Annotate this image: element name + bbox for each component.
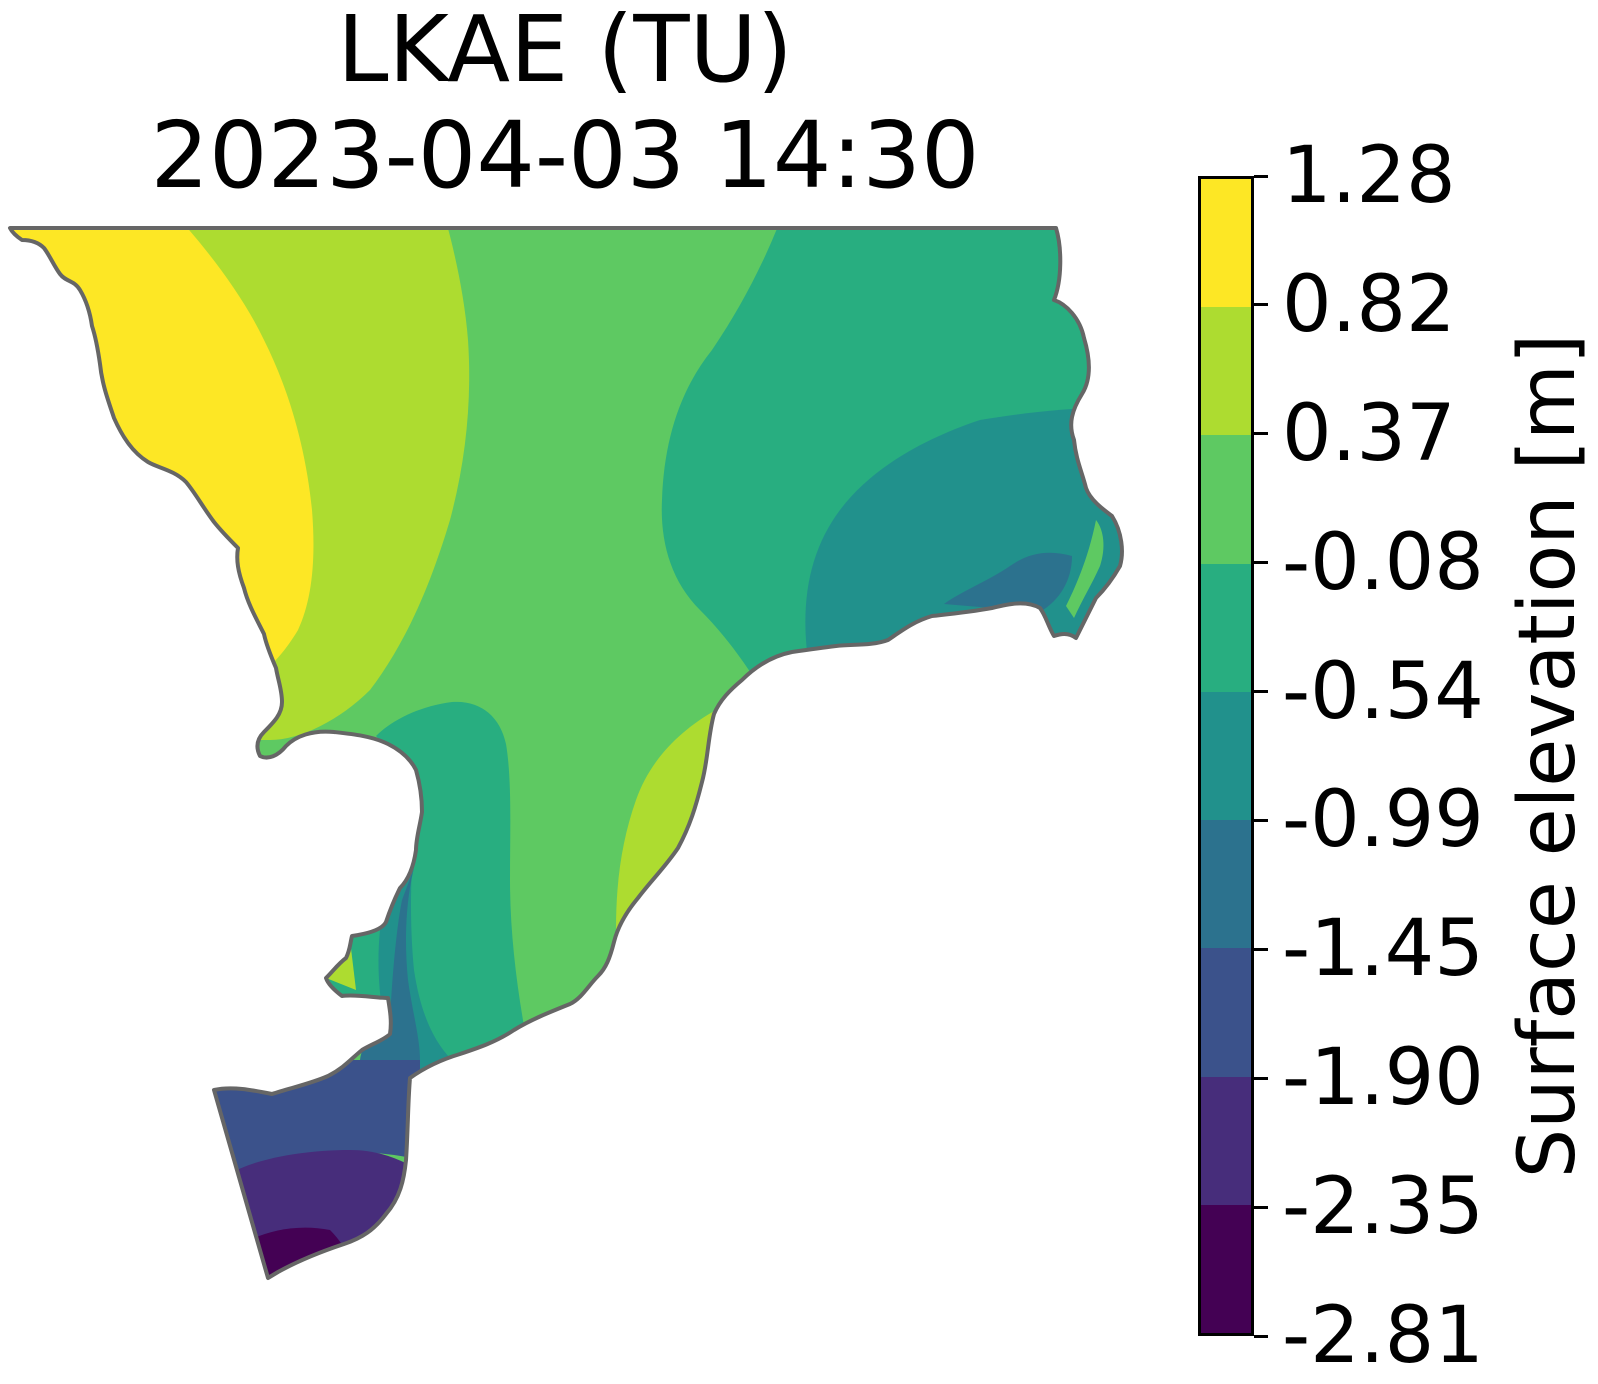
colorbar-tick-mark [1254, 303, 1268, 307]
colorbar-tick-mark [1254, 690, 1268, 694]
colorbar-segment [1201, 179, 1251, 308]
colorbar-tick-label: -0.08 [1282, 517, 1484, 608]
colorbar-tick-mark [1254, 818, 1268, 822]
colorbar-tick-label: 1.28 [1282, 131, 1456, 221]
contour-band-0.08-channel [320, 701, 524, 1090]
colorbar-tick-label: -1.90 [1282, 1033, 1484, 1124]
contour-band-0.99-east [944, 552, 1072, 612]
colorbar-segment [1201, 563, 1251, 692]
colorbar-title: Surface elevation [m] [1503, 333, 1593, 1179]
colorbar-tick-label: -1.45 [1282, 904, 1484, 995]
colorbar-tick-mark [1254, 947, 1268, 951]
colorbar-tick-label: 0.82 [1282, 259, 1456, 350]
colorbar-tick-mark [1254, 1334, 1268, 1338]
colorbar-tick-label: -0.54 [1282, 646, 1484, 737]
colorbar-segment [1201, 820, 1251, 949]
colorbar-segment [1201, 1204, 1251, 1333]
map-title-line-1: LKAE (TU) [337, 0, 793, 103]
colorbar [1198, 176, 1254, 1336]
contour-band-0.82-peninsula [616, 710, 716, 930]
colorbar-tick-mark [1254, 561, 1268, 565]
colorbar-tick-mark [1254, 1076, 1268, 1080]
colorbar-tick-mark [1254, 1205, 1268, 1209]
colorbar-segment [1201, 948, 1251, 1077]
colorbar-tick-mark [1254, 174, 1268, 178]
map-title-line-2: 2023-04-03 14:30 [150, 102, 980, 209]
colorbar-tick-label: -2.81 [1282, 1291, 1484, 1381]
colorbar-segment [1201, 307, 1251, 436]
colorbar-tick-mark [1254, 432, 1268, 436]
contour-band-1.90-south [226, 1150, 420, 1278]
colorbar-segment [1201, 691, 1251, 821]
colorbar-segment [1201, 435, 1251, 564]
colorbar-tick-label: 0.37 [1282, 388, 1456, 479]
contour-band-green-east-pocket [1066, 520, 1104, 618]
colorbar-segment [1201, 1076, 1251, 1205]
colorbar-tick-label: -0.99 [1282, 775, 1484, 866]
elevation-contour-fills [10, 228, 1122, 1278]
colorbar-tick-label: -2.35 [1282, 1162, 1484, 1253]
